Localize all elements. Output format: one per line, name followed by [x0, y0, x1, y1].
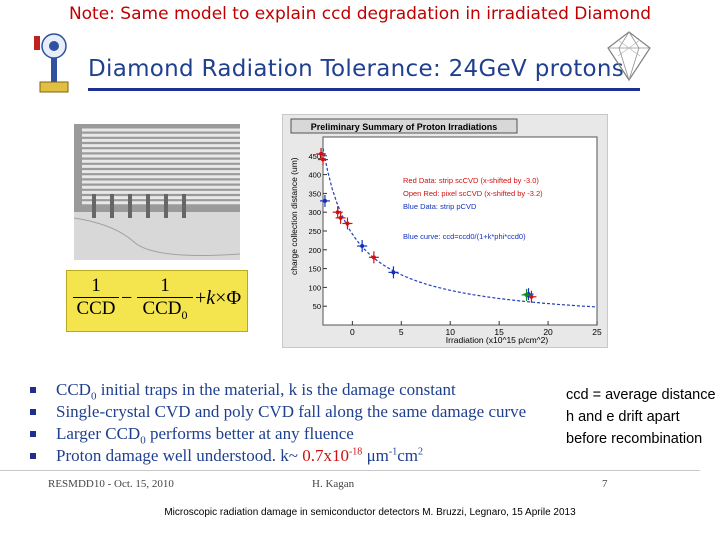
strip-detector-photo — [74, 124, 240, 260]
formula-denominator-ccd0: CCD0 — [142, 298, 188, 322]
y-tick-label: 150 — [308, 265, 321, 274]
y-tick-label: 100 — [308, 283, 321, 292]
data-point — [388, 266, 399, 279]
x-tick-label: 25 — [592, 327, 602, 337]
diamond-logo-icon — [607, 31, 651, 82]
bullet-item: CCD0 initial traps in the material, k is… — [28, 380, 548, 402]
x-tick-label: 20 — [543, 327, 553, 337]
y-tick-label: 450 — [308, 152, 321, 161]
plot-x-label: Irradiation (x10^15 p/cm^2) — [446, 335, 549, 345]
footer-author: H. Kagan — [312, 478, 355, 490]
y-tick-label: 250 — [308, 227, 321, 236]
plot-y-label: charge collection distance (um) — [289, 157, 299, 275]
title-divider — [88, 88, 640, 91]
formula-k-term: +k×Φ — [195, 287, 242, 309]
y-tick-label: 50 — [313, 302, 321, 311]
bullet-list: CCD0 initial traps in the material, k is… — [28, 380, 548, 468]
bullet-marker — [30, 409, 36, 415]
formula-minus: − — [121, 287, 133, 309]
legend-open-red: Open Red: pixel scCVD (x-shifted by -3.2… — [403, 189, 543, 198]
data-point — [332, 206, 343, 219]
y-tick-label: 200 — [308, 246, 321, 255]
bullet-marker — [30, 431, 36, 437]
x-tick-label: 5 — [399, 327, 404, 337]
y-tick-label: 350 — [308, 189, 321, 198]
x-tick-label: 10 — [445, 327, 455, 337]
plot-title: Preliminary Summary of Proton Irradiatio… — [311, 122, 498, 132]
x-tick-label: 0 — [350, 327, 355, 337]
y-tick-label: 400 — [308, 171, 321, 180]
footer-conference: RESMDD10 - Oct. 15, 2010 — [48, 478, 174, 490]
data-point — [521, 288, 532, 301]
data-point — [342, 217, 353, 230]
data-point — [316, 147, 327, 160]
bullet-item: Single-crystal CVD and poly CVD fall alo… — [28, 402, 548, 424]
data-point — [357, 240, 368, 253]
legend-blue-curve: Blue curve: ccd=ccd0/(1+k*phi*ccd0) — [403, 232, 526, 241]
citation-text: Microscopic radiation damage in semicond… — [164, 507, 576, 518]
footer-page-number: 7 — [602, 478, 608, 490]
slide-title: Diamond Radiation Tolerance: 24GeV proto… — [88, 56, 625, 82]
proton-irradiation-plot: Preliminary Summary of Proton Irradiatio… — [282, 114, 608, 348]
formula-numerator-2: 1 — [137, 275, 193, 298]
fit-curve — [322, 148, 598, 308]
data-point — [368, 251, 379, 264]
damage-formula: 1 CCD − 1 CCD0 +k×Φ — [66, 270, 248, 332]
y-tick-label: 300 — [308, 208, 321, 217]
legend-blue-data: Blue Data: strip pCVD — [403, 202, 477, 211]
ccd-definition-note: ccd = average distance h and e drift apa… — [566, 387, 716, 447]
bullet-marker — [30, 387, 36, 393]
legend-red-data: Red Data: strip scCVD (x-shifted by -3.0… — [403, 176, 539, 185]
data-point — [318, 153, 328, 166]
university-logo-icon — [34, 33, 69, 93]
formula-denominator-ccd: CCD — [76, 298, 116, 319]
plot-canvas: Preliminary Summary of Proton Irradiatio… — [289, 118, 602, 345]
footer-divider — [0, 470, 700, 471]
x-tick-label: 15 — [494, 327, 504, 337]
bullet-marker — [30, 453, 36, 459]
data-point — [319, 194, 330, 207]
formula-numerator-1: 1 — [73, 275, 119, 298]
note-title: Note: Same model to explain ccd degradat… — [68, 4, 652, 24]
bullet-item: Larger CCD0 performs better at any fluen… — [28, 424, 548, 446]
bullet-item: Proton damage well understood. k~ 0.7x10… — [28, 446, 548, 468]
